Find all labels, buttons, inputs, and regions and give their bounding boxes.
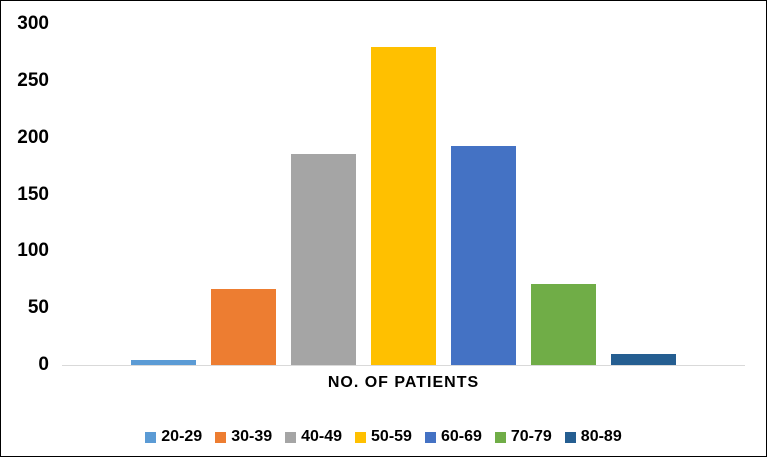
x-axis-title: NO. OF PATIENTS xyxy=(327,374,480,391)
legend-label: 30-39 xyxy=(231,428,273,445)
legend: 20-29 30-39 40-49 50-59 60-69 70-79 80-89 xyxy=(1,428,766,446)
legend-label: 70-79 xyxy=(510,428,552,445)
bar-20-29 xyxy=(131,360,196,365)
legend-item-70-79: 70-79 xyxy=(494,428,552,446)
y-tick-label-200: 200 xyxy=(17,126,49,148)
bars-container xyxy=(62,24,745,365)
legend-item-20-29: 20-29 xyxy=(145,428,202,446)
legend-label: 60-69 xyxy=(440,428,482,445)
legend-label: 50-59 xyxy=(371,428,412,445)
legend-item-30-39: 30-39 xyxy=(215,428,272,446)
legend-item-80-89: 80-89 xyxy=(564,428,622,446)
y-tick-label-150: 150 xyxy=(17,183,49,205)
y-tick-label-50: 50 xyxy=(27,297,49,319)
legend-marker-icon xyxy=(215,431,227,443)
legend-label: 40-49 xyxy=(301,428,343,445)
plot-area xyxy=(62,24,745,366)
bar-70-79 xyxy=(531,284,596,365)
legend-marker-icon xyxy=(424,431,436,443)
legend-marker-icon xyxy=(145,431,157,443)
y-tick-label-250: 250 xyxy=(17,69,49,91)
legend-item-60-69: 60-69 xyxy=(424,428,482,446)
legend-marker-icon xyxy=(285,431,297,443)
legend-item-50-59: 50-59 xyxy=(355,428,412,446)
legend-label: 80-89 xyxy=(580,428,622,445)
bar-30-39 xyxy=(211,289,276,365)
legend-marker-icon xyxy=(355,431,367,443)
legend-label: 20-29 xyxy=(161,428,203,445)
y-tick-label-100: 100 xyxy=(17,240,49,262)
legend-marker-icon xyxy=(564,431,576,443)
bar-50-59 xyxy=(371,47,436,365)
bar-80-89 xyxy=(611,354,676,365)
legend-marker-icon xyxy=(494,431,506,443)
y-tick-label-0: 0 xyxy=(38,354,49,376)
y-tick-label-300: 300 xyxy=(17,13,49,35)
bar-60-69 xyxy=(451,146,516,365)
legend-item-40-49: 40-49 xyxy=(285,428,342,446)
bar-40-49 xyxy=(291,154,356,365)
